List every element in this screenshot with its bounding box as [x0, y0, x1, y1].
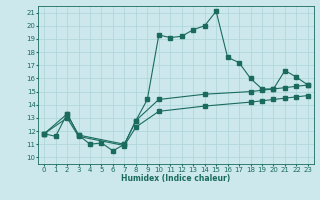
- X-axis label: Humidex (Indice chaleur): Humidex (Indice chaleur): [121, 174, 231, 183]
